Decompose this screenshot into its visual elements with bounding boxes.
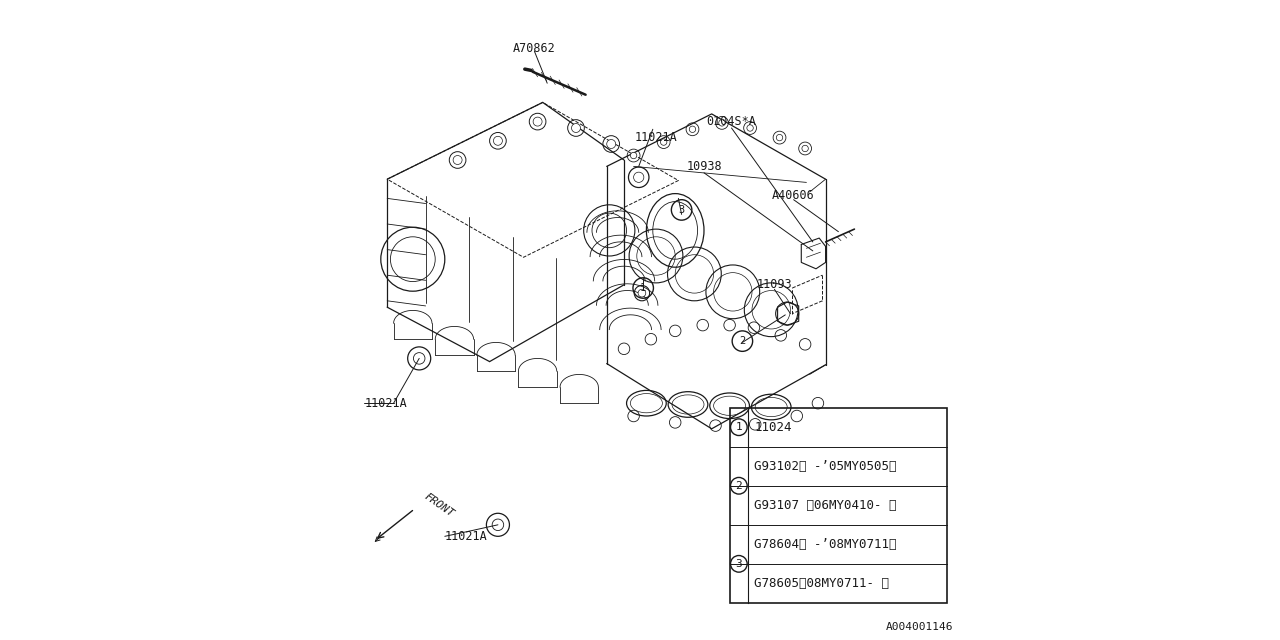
Text: 2: 2 <box>740 336 745 346</box>
Circle shape <box>571 124 581 132</box>
Text: 11021A: 11021A <box>635 131 677 144</box>
Text: 0104S*A: 0104S*A <box>707 115 756 128</box>
Circle shape <box>776 134 783 141</box>
Text: G78605（08MY0711- ）: G78605（08MY0711- ） <box>754 577 890 590</box>
Text: 11024: 11024 <box>754 420 792 434</box>
Text: 2: 2 <box>736 481 742 491</box>
Text: G93107 （06MY0410- ）: G93107 （06MY0410- ） <box>754 499 897 512</box>
Text: 11021A: 11021A <box>365 397 407 410</box>
Circle shape <box>660 139 667 145</box>
Bar <box>730 408 947 603</box>
Circle shape <box>748 125 754 131</box>
Text: 11093: 11093 <box>756 278 792 291</box>
Circle shape <box>639 289 646 297</box>
Text: FRONT: FRONT <box>422 492 456 520</box>
Text: 1: 1 <box>736 422 742 432</box>
Circle shape <box>453 156 462 164</box>
Text: 3: 3 <box>736 559 742 569</box>
Text: 11021A: 11021A <box>445 530 488 543</box>
Text: G93102（ -’05MY0505）: G93102（ -’05MY0505） <box>754 460 897 473</box>
Text: 1: 1 <box>640 283 646 293</box>
Text: 3: 3 <box>678 205 685 215</box>
Text: 10938: 10938 <box>686 160 722 173</box>
Circle shape <box>801 145 809 152</box>
Circle shape <box>719 120 726 126</box>
Circle shape <box>634 172 644 182</box>
Circle shape <box>689 126 696 132</box>
Circle shape <box>630 152 637 159</box>
Text: G78604（ -’08MY0711）: G78604（ -’08MY0711） <box>754 538 897 551</box>
Text: A004001146: A004001146 <box>886 622 954 632</box>
Text: A40606: A40606 <box>772 189 815 202</box>
Circle shape <box>494 136 503 145</box>
Circle shape <box>607 140 616 148</box>
Circle shape <box>534 117 543 126</box>
Text: A70862: A70862 <box>513 42 556 54</box>
